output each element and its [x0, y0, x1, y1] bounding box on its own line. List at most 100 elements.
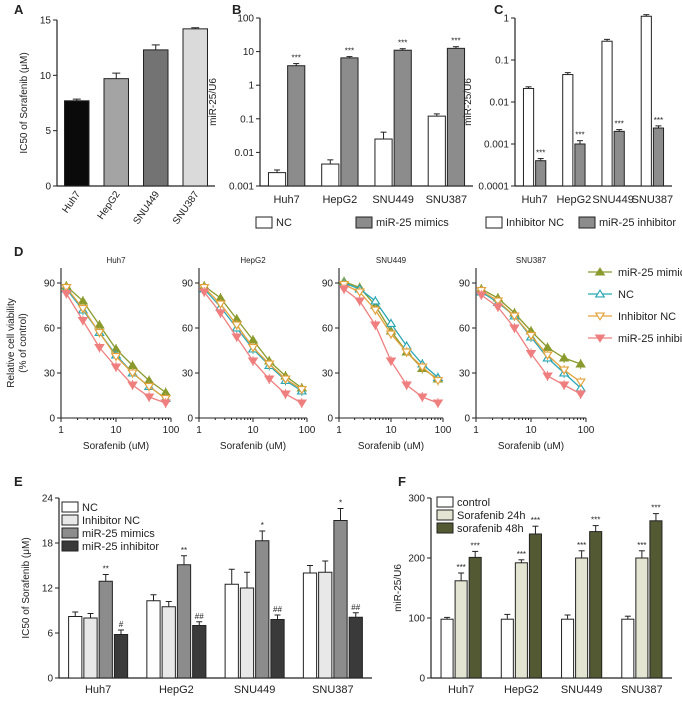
panel-label-a: A	[14, 2, 24, 17]
data-point	[558, 381, 570, 390]
legend-label: NC	[276, 217, 292, 229]
y-tick-label: 0.1	[240, 114, 254, 125]
data-point	[110, 363, 122, 372]
bar-mir-25-mimics	[255, 540, 270, 679]
y-tick-label: 0.0001	[478, 182, 509, 193]
data-point	[280, 375, 291, 384]
data-point	[263, 360, 275, 369]
significance-mark: ***	[456, 563, 465, 572]
y-tick-label: 60	[44, 324, 56, 335]
bar-nc	[267, 172, 287, 187]
legend-label: Inhibitor NC	[506, 217, 564, 229]
bar-mir-25-mimics	[287, 65, 306, 187]
bar-mir-25-inhibitor	[652, 127, 665, 187]
bar-huh7	[64, 100, 90, 187]
bar-sorafenib-48h	[528, 533, 542, 679]
bar-inhibitor-nc	[562, 74, 574, 187]
x-tick-label: 10	[385, 425, 397, 436]
bar-sorafenib-48h	[589, 531, 603, 679]
x-tick-label: Huh7	[85, 684, 111, 696]
legend-swatch	[255, 216, 273, 229]
data-point	[492, 303, 504, 312]
data-point	[509, 324, 520, 333]
legend-swatch	[61, 527, 79, 539]
data-point	[385, 330, 397, 339]
y-tick-label: 0	[187, 414, 193, 425]
x-axis-title: Sorafenib (uM)	[83, 441, 149, 452]
y-tick-label: 6	[47, 629, 53, 640]
y-tick-label: 30	[459, 369, 471, 380]
legend-label: miR-25 mimics	[376, 217, 449, 229]
x-tick-label: SNU449	[234, 684, 276, 696]
data-point	[198, 288, 210, 297]
y-tick-label: 30	[322, 369, 334, 380]
data-point	[558, 366, 570, 375]
legend-label: miR-25 inhibitor	[82, 541, 159, 553]
legend-label: NC	[618, 289, 634, 301]
bar-nc	[302, 572, 318, 679]
bar-mir-25-mimics	[340, 57, 359, 187]
x-tick-label: Huh7	[60, 189, 83, 215]
x-tick-label: 100	[435, 425, 452, 436]
significance-mark: ***	[471, 541, 480, 550]
legend-label: miR-25 mimics	[618, 267, 682, 279]
data-point	[77, 316, 89, 326]
data-point	[160, 399, 171, 408]
significance-mark: ##	[195, 612, 204, 621]
y-tick-label: 30	[182, 369, 194, 380]
data-point	[354, 288, 365, 297]
x-tick-label: 10	[525, 425, 537, 436]
data-point	[296, 385, 308, 395]
legend-label: Inhibitor NC	[618, 311, 676, 323]
data-point	[231, 333, 243, 342]
data-point	[385, 357, 397, 366]
x-tick-label: SNU449	[561, 684, 603, 696]
bar-control	[621, 618, 635, 679]
data-point	[432, 399, 444, 408]
data-point	[94, 320, 105, 329]
x-tick-label: SNU449	[592, 194, 634, 206]
x-tick-label: SNU387	[171, 189, 202, 227]
x-tick-label: 100	[163, 425, 180, 436]
data-point	[525, 349, 537, 359]
y-tick-label: 0.01	[490, 98, 510, 109]
significance-mark: **	[103, 565, 109, 574]
bar-sorafenib-48h	[468, 556, 482, 679]
data-point	[575, 378, 586, 387]
y-tick-label: 10	[40, 71, 52, 82]
bar-inhibitor-nc	[522, 87, 535, 187]
bar-inhibitor-nc	[239, 587, 255, 679]
y-tick-label: 100	[237, 14, 254, 25]
legend-swatch	[485, 216, 503, 229]
data-point	[94, 343, 105, 353]
data-point	[61, 283, 72, 293]
y-tick-label: 0.001	[229, 182, 254, 193]
bar-snu449	[143, 49, 169, 187]
bar-mir-25-inhibitor	[348, 616, 363, 679]
data-point	[280, 390, 291, 399]
legend-swatch	[61, 501, 79, 513]
y-tick-label: 0	[45, 182, 51, 193]
y-axis-title: miR-25/U6	[208, 78, 219, 126]
subplot-title: SNU387	[516, 256, 547, 265]
legend-label: Inhibitor NC	[82, 515, 140, 527]
panel-label-e: E	[14, 474, 23, 489]
legend-swatch	[436, 509, 454, 521]
bar-hepg2	[103, 78, 129, 187]
data-point	[110, 352, 122, 362]
y-tick-label: 24	[42, 494, 54, 505]
bar-nc	[68, 616, 83, 679]
x-tick-label: SNU387	[632, 194, 674, 206]
bar-control	[500, 618, 514, 679]
significance-mark: *	[261, 521, 264, 530]
y-tick-label: 60	[322, 324, 334, 335]
bar-mir-25-mimics	[333, 520, 348, 679]
significance-mark: ##	[273, 605, 282, 614]
bar-sorafenib-24h	[514, 562, 528, 679]
y-tick-label: 200	[408, 554, 425, 565]
x-tick-label: SNU449	[372, 194, 414, 206]
y-axis-title-unit: (% of control)	[18, 313, 29, 372]
data-point	[594, 289, 606, 298]
data-point	[247, 357, 259, 366]
data-point	[558, 353, 570, 362]
